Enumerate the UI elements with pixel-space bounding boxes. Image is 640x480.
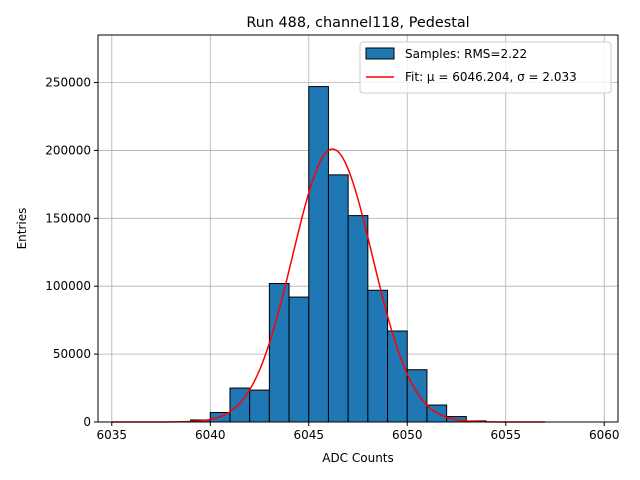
chart-title: Run 488, channel118, Pedestal <box>246 15 469 31</box>
x-tick-label: 6055 <box>490 428 521 442</box>
x-tick-label: 6060 <box>589 428 620 442</box>
legend-samples-label: Samples: RMS=2.22 <box>405 47 527 61</box>
legend-samples-swatch <box>365 47 395 60</box>
axis-ticks: 6035 6040 6045 6050 6055 6060 0 50000 100000 1500… <box>45 76 619 442</box>
plot-frame <box>97 34 619 423</box>
x-tick-label: 6045 <box>293 428 324 442</box>
histogram-bar <box>406 369 428 423</box>
y-tick-label: 100000 <box>45 279 91 293</box>
y-tick-label: 200000 <box>45 143 91 157</box>
histogram-bar <box>288 296 310 423</box>
x-tick-label: 6040 <box>195 428 226 442</box>
legend-box <box>359 41 612 94</box>
x-tick-label: 6035 <box>97 428 128 442</box>
histogram-bar <box>249 389 270 423</box>
y-tick-label: 150000 <box>45 211 91 225</box>
y-axis-label: Entries <box>15 208 29 250</box>
histogram-bar <box>327 174 349 423</box>
legend-fit-label: Fit: μ = 6046.204, σ = 2.033 <box>405 70 577 84</box>
legend: Samples: RMS=2.22 Fit: μ = 6046.204, σ =… <box>359 41 612 94</box>
histogram-bar <box>367 289 389 423</box>
histogram-bar <box>387 330 408 423</box>
histogram-bar <box>347 215 369 423</box>
y-tick-label: 0 <box>83 415 91 429</box>
x-axis-label: ADC Counts <box>322 451 394 465</box>
y-tick-label: 50000 <box>53 347 91 361</box>
histogram-bar <box>308 86 329 423</box>
x-tick-label: 6050 <box>392 428 423 442</box>
histogram-bar <box>268 282 290 423</box>
histogram-bars <box>190 86 487 423</box>
y-tick-label: 250000 <box>45 76 91 90</box>
